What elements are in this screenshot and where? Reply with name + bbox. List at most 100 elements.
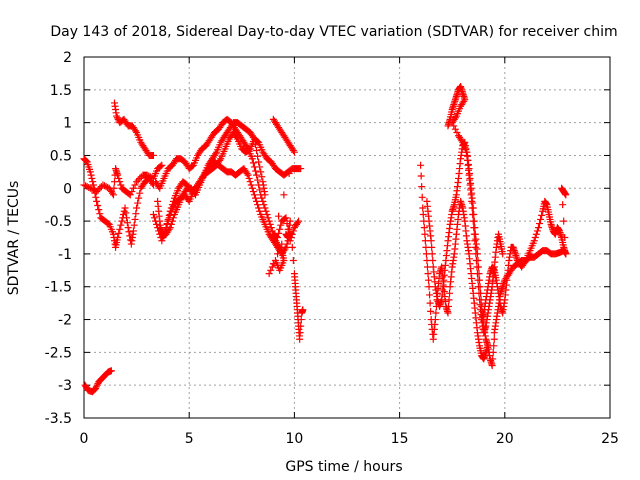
data-point — [265, 217, 273, 225]
data-point — [280, 191, 288, 199]
data-point — [94, 202, 102, 210]
y-axis-label: SDTVAR / TECUs — [6, 181, 22, 296]
data-point — [489, 355, 497, 363]
data-point — [428, 243, 436, 251]
data-point — [531, 234, 539, 241]
data-point — [92, 383, 100, 391]
data-point — [248, 184, 256, 192]
data-point — [158, 161, 166, 169]
data-point — [92, 384, 100, 392]
data-point — [83, 183, 91, 191]
x-axis: 0 5 10 15 20 25 — [80, 57, 619, 447]
data-point — [256, 207, 264, 215]
data-point — [113, 112, 121, 120]
data-point — [532, 230, 540, 238]
data-point — [286, 217, 294, 225]
data-point — [424, 270, 432, 278]
data-point — [277, 245, 285, 253]
data-point — [125, 228, 133, 236]
data-point — [212, 150, 219, 158]
y-tick-label: 1.5 — [50, 83, 72, 99]
data-point — [258, 194, 266, 202]
data-point — [165, 211, 173, 219]
data-point — [533, 227, 541, 235]
data-point — [114, 234, 122, 241]
data-point — [134, 176, 142, 184]
data-point — [88, 174, 96, 182]
data-point — [254, 201, 262, 209]
data-point — [259, 197, 267, 205]
data-point — [243, 143, 251, 151]
data-point — [427, 237, 435, 245]
data-point — [429, 256, 437, 264]
x-tick-label: 0 — [80, 431, 89, 447]
data-point — [132, 127, 140, 135]
data-point — [297, 322, 305, 330]
data-point — [93, 188, 101, 196]
data-point — [248, 155, 256, 163]
data-point — [150, 214, 158, 222]
data-point — [143, 171, 151, 179]
data-point — [253, 147, 261, 155]
y-tick-label: 0 — [63, 181, 72, 197]
data-point — [82, 157, 90, 165]
data-point — [450, 122, 458, 130]
data-point — [120, 207, 128, 215]
data-point — [93, 197, 101, 205]
data-point — [418, 183, 426, 191]
data-point — [165, 225, 173, 233]
data-point — [126, 191, 134, 199]
data-point — [297, 316, 305, 324]
data-point — [131, 181, 139, 189]
data-point — [149, 211, 157, 219]
data-point — [116, 225, 124, 233]
data-point — [95, 206, 103, 214]
data-point — [458, 101, 466, 109]
data-point — [285, 170, 293, 178]
data-point — [287, 230, 295, 238]
data-point — [469, 204, 477, 212]
data-point — [476, 276, 484, 284]
data-point — [256, 186, 264, 194]
data-point — [123, 214, 131, 222]
data-point — [88, 185, 96, 193]
data-point — [85, 183, 93, 191]
data-point — [136, 174, 144, 182]
x-tick-label: 15 — [391, 431, 409, 447]
y-tick-label: -0.5 — [45, 214, 72, 230]
data-point — [163, 220, 171, 228]
data-point — [87, 171, 95, 179]
data-point — [471, 224, 479, 232]
data-point — [116, 178, 124, 186]
data-point — [118, 217, 126, 225]
data-point — [255, 204, 263, 212]
data-point — [107, 367, 115, 375]
data-point — [121, 204, 129, 212]
data-point — [281, 215, 289, 223]
data-point — [444, 309, 452, 317]
data-point — [562, 250, 570, 258]
data-point — [453, 128, 461, 136]
data-point — [536, 220, 544, 228]
data-point — [417, 172, 425, 180]
data-point — [157, 162, 165, 170]
data-point — [250, 135, 258, 143]
data-point — [115, 174, 123, 182]
data-point — [277, 221, 285, 229]
data-point — [260, 201, 268, 209]
data-point — [243, 170, 251, 178]
data-point — [86, 184, 94, 192]
data-point — [257, 168, 265, 176]
data-point — [297, 165, 305, 173]
data-point — [130, 221, 138, 229]
data-point — [256, 163, 264, 171]
data-point — [253, 171, 261, 179]
data-point — [129, 184, 137, 192]
data-series — [80, 83, 570, 396]
y-tick-label: -2.5 — [45, 345, 72, 361]
data-point — [276, 225, 284, 233]
data-point — [93, 381, 101, 389]
data-point — [471, 243, 479, 251]
data-point — [299, 306, 307, 314]
data-point — [82, 182, 90, 190]
